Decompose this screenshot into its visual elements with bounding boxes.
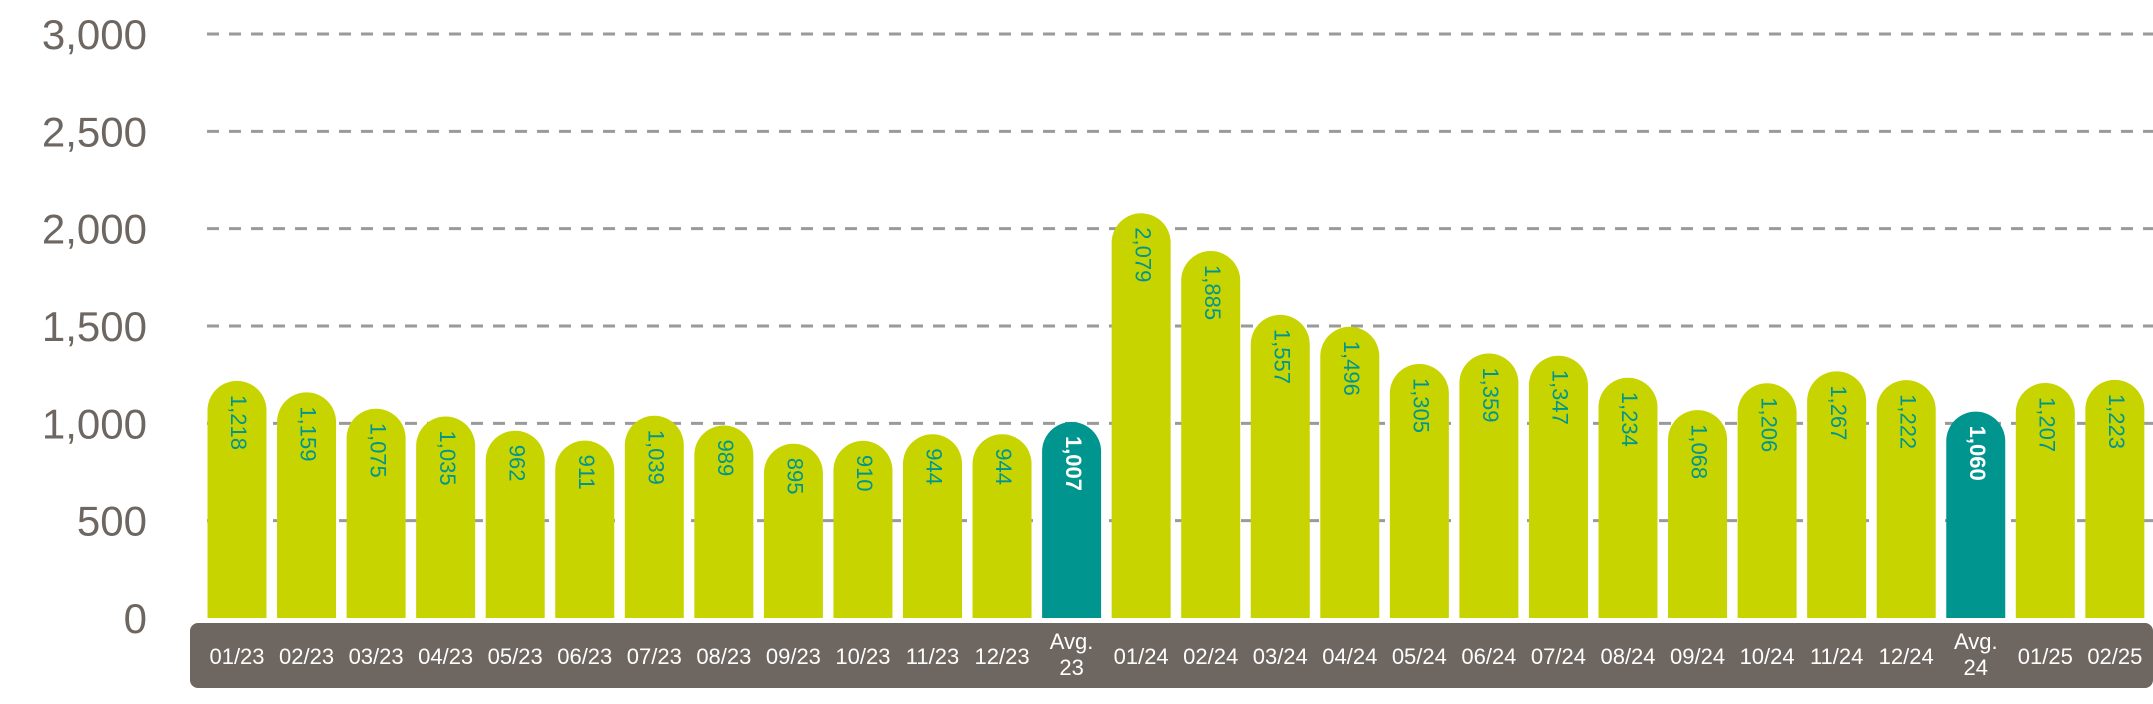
x-tick-label: 01/25: [2018, 644, 2073, 669]
x-tick-label: 07/24: [1531, 644, 1586, 669]
data-label: 1,039: [643, 430, 668, 485]
data-label: 1,359: [1478, 367, 1503, 422]
bar: [1528, 355, 1588, 618]
bar: [833, 440, 893, 618]
bar: [1111, 213, 1171, 618]
y-tick-label: 2,000: [42, 206, 147, 253]
average-bar: [1946, 411, 2006, 618]
x-tick-label: 03/24: [1253, 644, 1308, 669]
data-label: 1,007: [1061, 436, 1086, 491]
x-tick-label: 01/24: [1114, 644, 1169, 669]
x-tick-label: 10/24: [1740, 644, 1795, 669]
x-tick-label: 09/24: [1670, 644, 1725, 669]
x-tick-label: 07/23: [627, 644, 682, 669]
bar: [555, 440, 615, 618]
x-tick-label: 04/23: [418, 644, 473, 669]
x-tick-label: Avg.: [1954, 629, 1998, 654]
x-tick-label: 11/23: [906, 644, 959, 669]
data-label: 1,222: [1895, 394, 1920, 449]
y-tick-label: 3,000: [42, 11, 147, 58]
x-tick-label: 04/24: [1322, 644, 1377, 669]
data-label: 962: [504, 445, 529, 482]
average-bar: [1042, 421, 1102, 618]
data-label: 1,223: [2104, 394, 2129, 449]
x-tick-label: 02/25: [2087, 644, 2142, 669]
x-axis-band: [190, 623, 2153, 688]
bar: [1598, 377, 1658, 618]
bar: [763, 443, 823, 618]
data-label: 1,305: [1409, 378, 1434, 433]
data-label: 989: [713, 439, 738, 476]
bar: [1389, 363, 1449, 618]
bar: [1668, 410, 1728, 618]
x-tick-label: 09/23: [766, 644, 821, 669]
x-tick-label: 03/23: [349, 644, 404, 669]
bar: [1459, 353, 1519, 618]
bar: [207, 380, 267, 618]
x-tick-label: 02/24: [1183, 644, 1238, 669]
bar: [416, 416, 476, 618]
bar: [2085, 379, 2145, 618]
data-label: 1,075: [365, 423, 390, 478]
bar: [277, 392, 337, 618]
bar: [1320, 326, 1380, 618]
bar: [972, 434, 1032, 618]
x-tick-label: 12/24: [1879, 644, 1934, 669]
x-tick-label: 23: [1059, 655, 1083, 680]
bar: [624, 415, 684, 618]
data-label: 1,234: [1617, 392, 1642, 447]
bar: [485, 430, 545, 618]
data-label: 944: [922, 448, 947, 485]
y-tick-label: 0: [124, 595, 147, 642]
x-tick-label: 10/23: [835, 644, 890, 669]
x-tick-label: Avg.: [1050, 629, 1094, 654]
data-label: 1,206: [1756, 397, 1781, 452]
y-tick-label: 1,000: [42, 400, 147, 447]
x-tick-label: 08/24: [1600, 644, 1655, 669]
bar: [903, 434, 962, 618]
data-label: 944: [991, 448, 1016, 485]
x-tick-label: 05/23: [488, 644, 543, 669]
data-label: 2,079: [1130, 227, 1155, 282]
x-tick-label: 11/24: [1810, 644, 1863, 669]
x-tick-label: 02/23: [279, 644, 334, 669]
data-label: 1,885: [1200, 265, 1225, 320]
data-label: 911: [574, 455, 599, 490]
bar: [2015, 383, 2075, 618]
x-tick-label: 05/24: [1392, 644, 1447, 669]
bar: [1807, 371, 1867, 618]
bar: [1876, 380, 1936, 618]
data-label: 1,060: [1965, 426, 1990, 481]
data-label: 1,035: [435, 431, 460, 486]
data-label: 1,207: [2034, 397, 2059, 452]
data-label: 1,068: [1687, 424, 1712, 479]
x-tick-label: 08/23: [696, 644, 751, 669]
data-label: 1,557: [1269, 329, 1294, 384]
x-tick-label: 06/23: [557, 644, 612, 669]
y-tick-label: 2,500: [42, 108, 147, 155]
data-label: 1,218: [226, 395, 251, 450]
x-tick-label: 12/23: [975, 644, 1030, 669]
bar: [346, 408, 406, 618]
bar: [694, 425, 754, 618]
data-label: 910: [852, 455, 877, 492]
data-label: 1,496: [1339, 341, 1364, 396]
data-label: 1,347: [1548, 370, 1573, 425]
bar: [1250, 314, 1310, 618]
bar: [1181, 251, 1241, 618]
data-label: 895: [783, 458, 808, 495]
data-label: 1,267: [1826, 385, 1851, 440]
bar: [1737, 383, 1797, 618]
y-tick-label: 500: [77, 498, 147, 545]
data-label: 1,159: [296, 406, 321, 461]
y-tick-label: 1,500: [42, 303, 147, 350]
x-tick-label: 06/24: [1461, 644, 1516, 669]
x-tick-label: 24: [1964, 655, 1988, 680]
x-tick-label: 01/23: [209, 644, 264, 669]
